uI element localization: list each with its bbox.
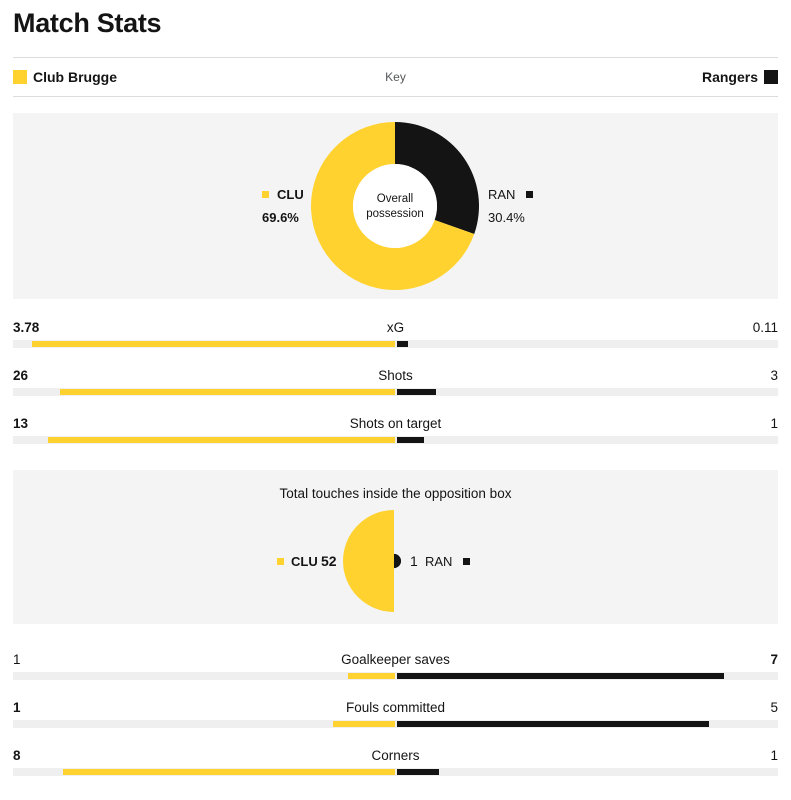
- center-label-line2: possession: [366, 208, 424, 220]
- possession-center-label: Overall possession: [350, 192, 440, 222]
- key-label: Key: [385, 70, 406, 84]
- stat-home-value: 3.78: [13, 320, 40, 335]
- stat-bar-away: [397, 389, 436, 395]
- touches-semicircle-away: [394, 553, 402, 569]
- possession-donut-hole: [353, 164, 437, 248]
- stat-bar-away: [397, 769, 439, 775]
- stat-bar-away: [397, 437, 424, 443]
- possession-away-legend: RAN: [488, 187, 534, 202]
- stat-track: [13, 388, 778, 396]
- divider: [13, 96, 778, 97]
- touches-semicircle-home: [343, 510, 394, 612]
- possession-panel: CLU 69.6% RAN 30.4% Overall possession: [13, 113, 778, 299]
- stat-bar-home: [62, 769, 395, 775]
- stat-bar-away: [397, 721, 709, 727]
- touches-panel: Total touches inside the opposition box …: [13, 470, 778, 624]
- stat-row-shots: 26 Shots 3: [13, 368, 778, 400]
- stat-away-value: 3: [770, 368, 778, 383]
- stat-track: [13, 720, 778, 728]
- page-title: Match Stats: [13, 8, 162, 38]
- away-legend-dot: [526, 191, 534, 199]
- stat-track: [13, 768, 778, 776]
- stat-home-value: 26: [13, 368, 29, 383]
- touches-away-value: 1: [410, 553, 418, 569]
- team-key: Club Brugge Key Rangers: [13, 58, 778, 96]
- away-legend-dot: [463, 558, 471, 566]
- stat-label: Fouls committed: [345, 700, 446, 715]
- stat-track: [13, 436, 778, 444]
- stat-label: Shots on target: [349, 416, 442, 431]
- touches-home-code: CLU: [291, 554, 318, 569]
- possession-donut: [311, 122, 479, 290]
- possession-away-code: RAN: [488, 187, 516, 202]
- stat-bar-home: [47, 437, 395, 443]
- stat-away-value: 0.11: [752, 320, 778, 335]
- possession-home-code: CLU: [277, 187, 304, 202]
- stat-bar-away: [397, 673, 725, 679]
- home-legend-dot: [277, 558, 284, 566]
- touches-away-legend: RAN: [425, 554, 471, 569]
- stat-label: xG: [386, 320, 405, 335]
- touches-title: Total touches inside the opposition box: [279, 486, 512, 501]
- stat-bar-home: [59, 389, 395, 395]
- stat-label: Corners: [371, 748, 420, 763]
- stat-label: Shots: [378, 368, 413, 383]
- stat-row-goalkeeper-saves: 1 Goalkeeper saves 7: [13, 652, 778, 684]
- home-legend-dot: [262, 191, 269, 199]
- home-color-swatch: [13, 69, 27, 84]
- stat-home-value: 13: [13, 416, 29, 431]
- away-color-swatch: [764, 69, 778, 84]
- touches-home-legend: CLU: [277, 554, 318, 569]
- stat-home-value: 8: [13, 748, 21, 763]
- stat-home-value: 1: [13, 652, 21, 667]
- stat-row-corners: 8 Corners 1: [13, 748, 778, 780]
- away-team-key: Rangers: [702, 69, 778, 85]
- stat-bar-home: [332, 721, 395, 727]
- stat-row-shots-on-target: 13 Shots on target 1: [13, 416, 778, 448]
- possession-home-legend: CLU: [262, 187, 304, 202]
- possession-slice-home: [311, 122, 475, 290]
- home-team-key: Club Brugge: [13, 69, 117, 85]
- stat-bar-home: [31, 341, 395, 347]
- stat-track: [13, 672, 778, 680]
- possession-away-value: 30.4%: [488, 210, 525, 225]
- stat-label: Goalkeeper saves: [341, 652, 450, 667]
- away-team-name: Rangers: [701, 69, 758, 85]
- stat-away-value: 5: [770, 700, 778, 715]
- stat-away-value: 1: [770, 416, 778, 431]
- touches-semicircles: [343, 510, 402, 612]
- stat-row-fouls-committed: 1 Fouls committed 5: [13, 700, 778, 732]
- divider: [13, 57, 778, 58]
- stat-home-value: 1: [13, 700, 21, 715]
- stat-row-xg: 3.78 xG 0.11: [13, 320, 778, 352]
- stat-bar-home: [348, 673, 395, 679]
- touches-away-code: RAN: [425, 554, 453, 569]
- possession-home-value: 69.6%: [262, 210, 299, 225]
- stat-away-value: 1: [770, 748, 778, 763]
- stat-away-value: 7: [770, 652, 778, 667]
- stat-track: [13, 340, 778, 348]
- home-team-name: Club Brugge: [33, 69, 117, 85]
- possession-slice-away: [395, 122, 479, 234]
- touches-home-value: 52: [321, 553, 337, 569]
- stat-bar-away: [397, 341, 408, 347]
- center-label-line1: Overall: [376, 193, 414, 205]
